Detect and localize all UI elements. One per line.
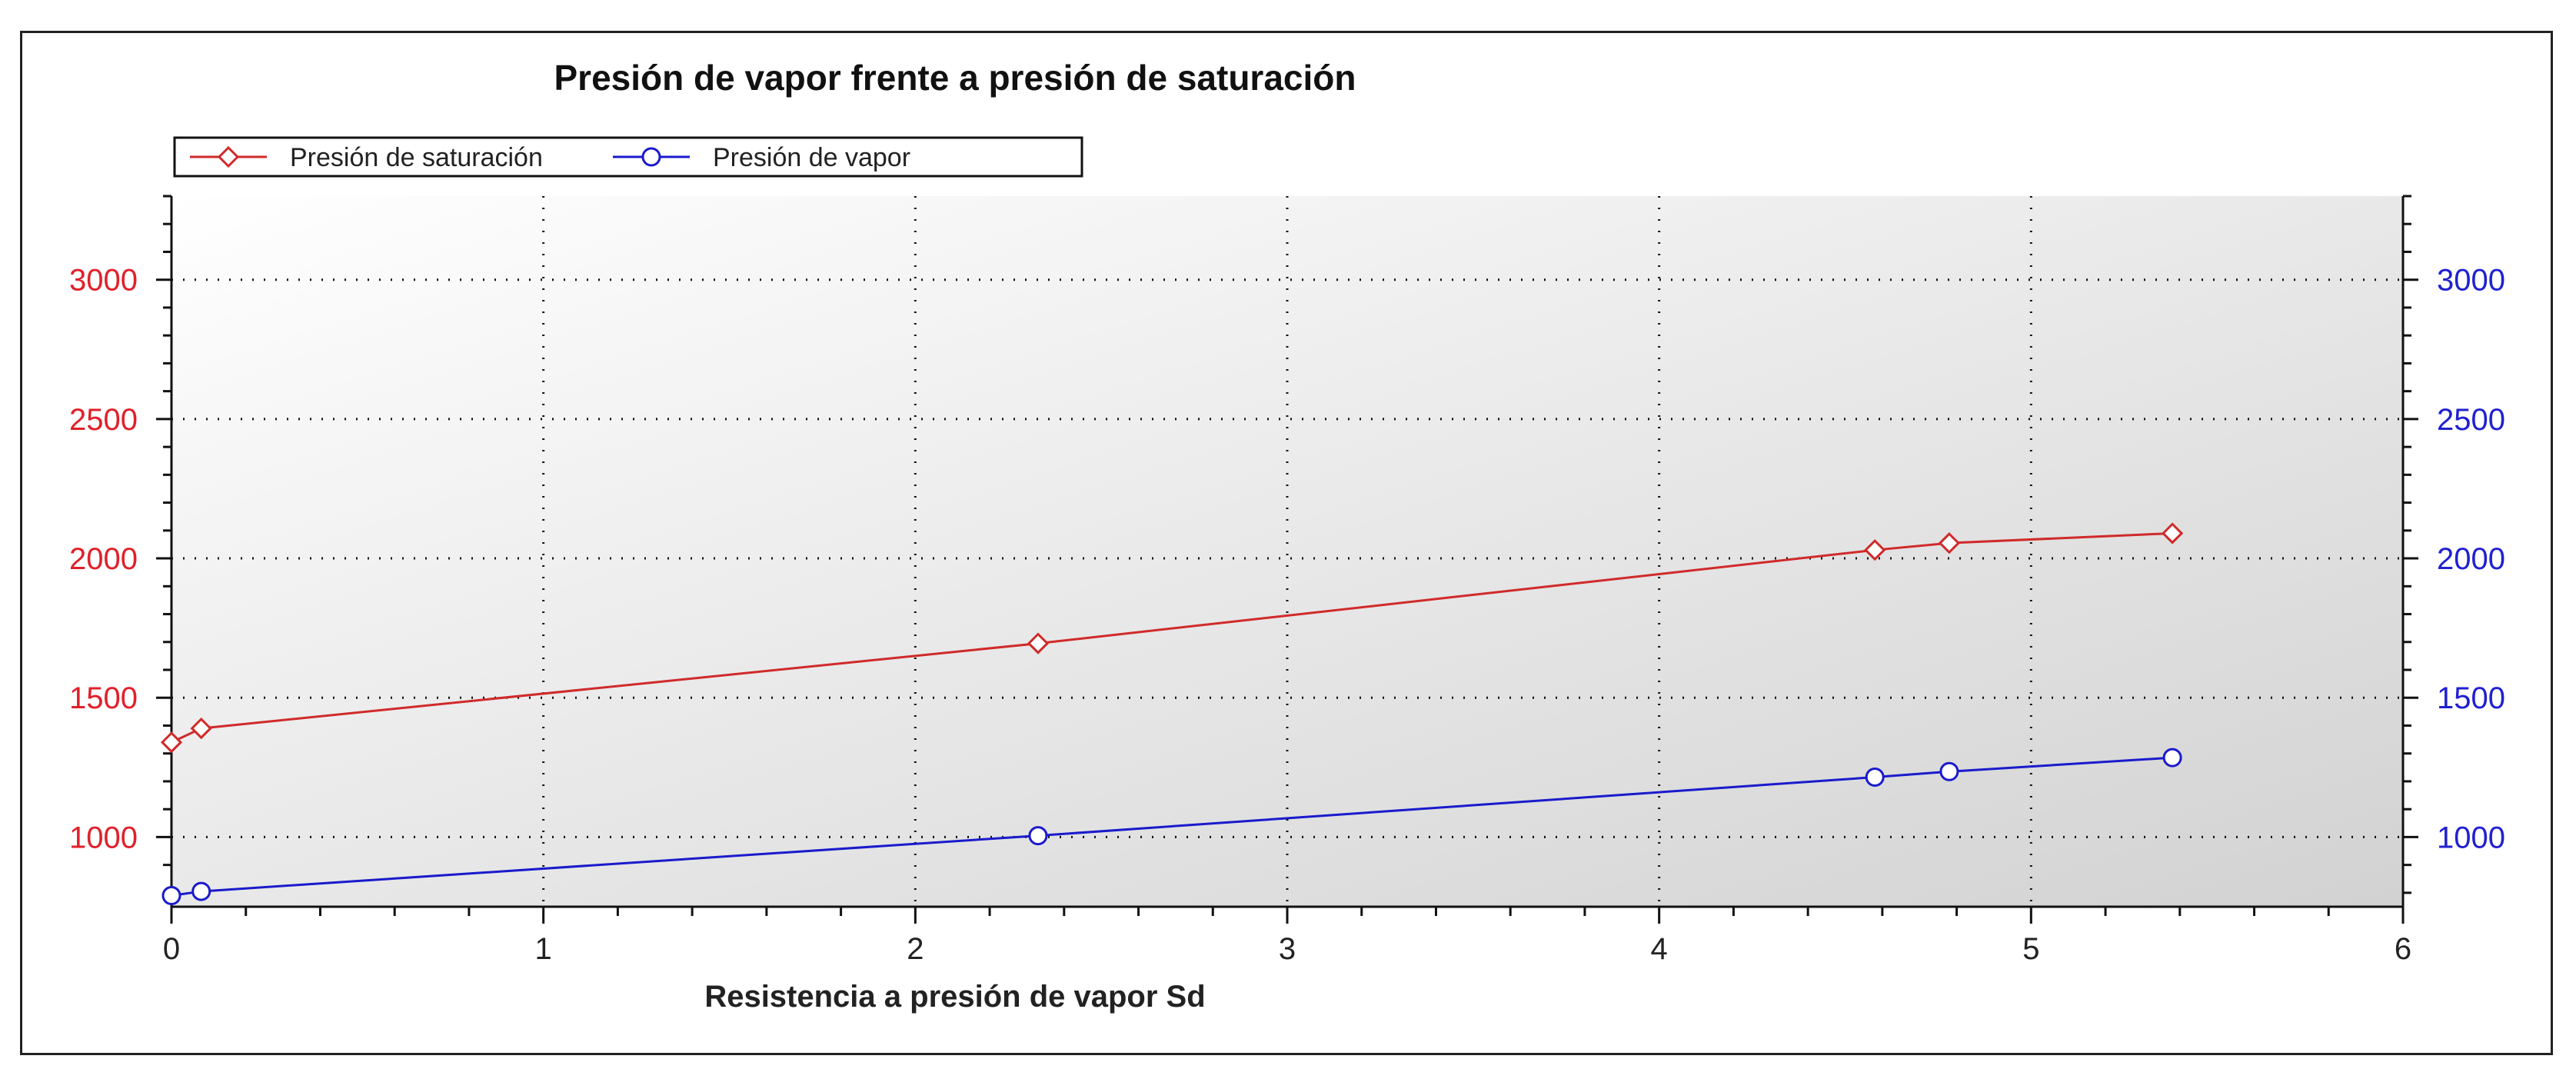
data-point-marker [1864,539,1886,561]
legend-label: Presión de vapor [713,143,910,172]
x-tick-label: 0 [163,932,180,966]
legend-marker [217,145,240,168]
data-point-marker [2162,748,2182,768]
legend-marker [641,147,661,167]
data-point-marker [2162,522,2184,544]
y-right-tick-label: 2500 [2437,403,2505,437]
data-point-marker [1028,826,1048,846]
chart: Presión de vapor frente a presión de sat… [69,58,2505,1014]
legend [173,136,1083,178]
y-left-tick-label: 1000 [69,821,138,854]
legend-label: Presión de saturación [290,143,543,172]
y-right-tick-label: 1500 [2437,681,2505,715]
y-left-tick-label: 2000 [69,542,138,576]
y-left-tick-label: 1500 [69,681,138,715]
data-point-marker [1938,532,1961,554]
data-point-marker [190,717,212,740]
x-tick-label: 1 [535,932,552,966]
y-right-tick-label: 1000 [2437,821,2505,854]
chart-title: Presión de vapor frente a presión de sat… [554,58,1356,98]
x-tick-label: 6 [2395,932,2411,966]
y-left-tick-label: 3000 [69,264,138,298]
x-tick-label: 2 [907,932,924,966]
data-point-marker [161,886,181,906]
y-right-tick-label: 2000 [2437,542,2505,576]
x-tick-label: 5 [2022,932,2039,966]
data-point-marker [191,881,211,901]
x-axis-label: Resistencia a presión de vapor Sd [704,980,1205,1014]
y-right-tick-label: 3000 [2437,264,2505,298]
chart-frame: Presión de vapor frente a presión de sat… [20,31,2553,1055]
data-point-marker [160,731,183,754]
x-tick-label: 3 [1279,932,1296,966]
x-tick-label: 4 [1651,932,1668,966]
data-point-marker [1027,632,1050,654]
plot-area [171,196,2403,907]
data-point-marker [1939,761,1959,781]
y-left-tick-label: 2500 [69,403,138,437]
data-point-marker [1865,768,1885,788]
